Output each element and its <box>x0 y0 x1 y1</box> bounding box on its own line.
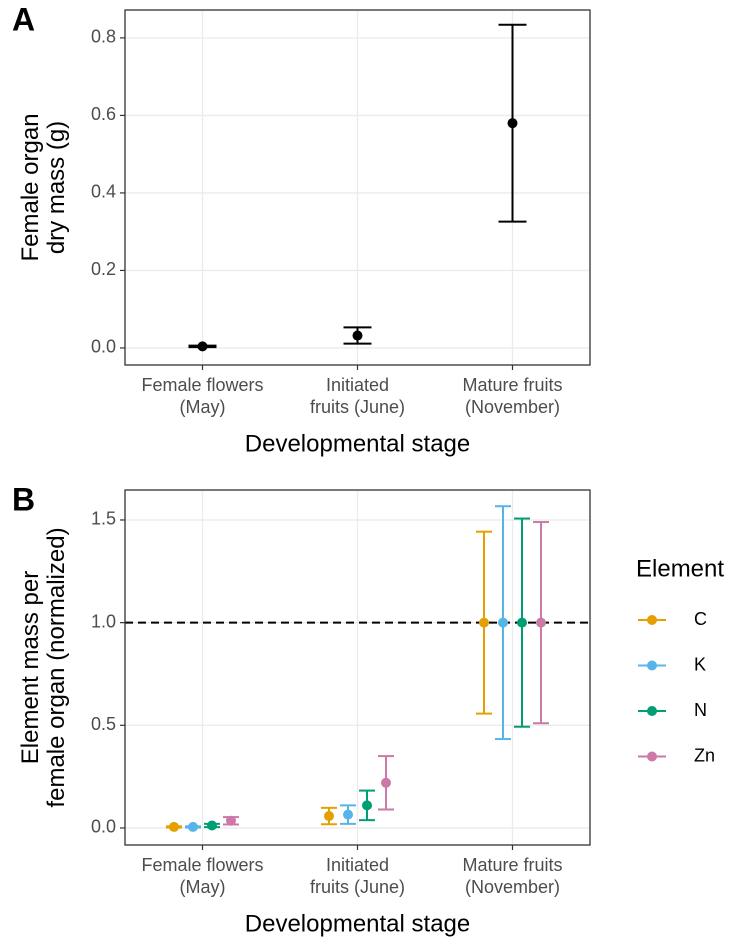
y-tick-label: 0.0 <box>91 817 116 837</box>
x-axis-title: Developmental stage <box>245 910 470 937</box>
legend-label: C <box>694 609 707 629</box>
panel-border <box>124 489 591 846</box>
y-axis-title: Element mass perfemale organ (normalized… <box>17 527 70 807</box>
legend-label: Zn <box>694 745 715 765</box>
panel-tag: A <box>12 1 35 37</box>
legend-label: N <box>694 700 707 720</box>
point <box>188 821 198 832</box>
legend-title: Element <box>636 555 724 582</box>
point <box>479 617 489 628</box>
legend-key-point <box>647 615 657 625</box>
y-tick-label: 0.5 <box>91 714 116 734</box>
y-tick-label: 1.5 <box>91 509 116 529</box>
point <box>169 821 179 832</box>
legend-key-point <box>647 706 657 716</box>
y-tick-label: 0.0 <box>91 337 116 357</box>
point <box>226 815 236 826</box>
panel-border <box>124 9 591 366</box>
x-tick-label: Female flowers (May) <box>141 855 263 897</box>
point <box>352 330 363 341</box>
point <box>381 777 391 788</box>
point <box>498 617 508 628</box>
point <box>536 617 546 628</box>
y-tick-label: 0.8 <box>91 27 116 47</box>
point <box>207 820 217 831</box>
legend-label: K <box>694 654 706 674</box>
point <box>517 617 527 628</box>
y-axis-title: Female organdry mass (g) <box>17 113 70 261</box>
point <box>324 811 334 822</box>
legend-key-point <box>647 660 657 671</box>
point <box>362 800 372 811</box>
x-tick-label: Female flowers (May) <box>141 375 263 417</box>
x-tick-label: Initiated fruits (June) <box>310 375 405 417</box>
y-tick-label: 0.6 <box>91 104 116 124</box>
point <box>507 118 518 129</box>
point <box>197 341 208 352</box>
x-axis-title: Developmental stage <box>245 430 470 457</box>
x-tick-label: Mature fruits (November) <box>462 855 562 897</box>
x-tick-label: Mature fruits (November) <box>462 375 562 417</box>
y-tick-label: 0.2 <box>91 259 116 279</box>
y-tick-label: 0.4 <box>91 182 116 202</box>
y-tick-label: 1.0 <box>91 611 116 631</box>
x-tick-label: Initiated fruits (June) <box>310 855 405 897</box>
panel-tag: B <box>12 481 35 517</box>
point <box>343 809 353 820</box>
legend-key-point <box>647 751 657 762</box>
